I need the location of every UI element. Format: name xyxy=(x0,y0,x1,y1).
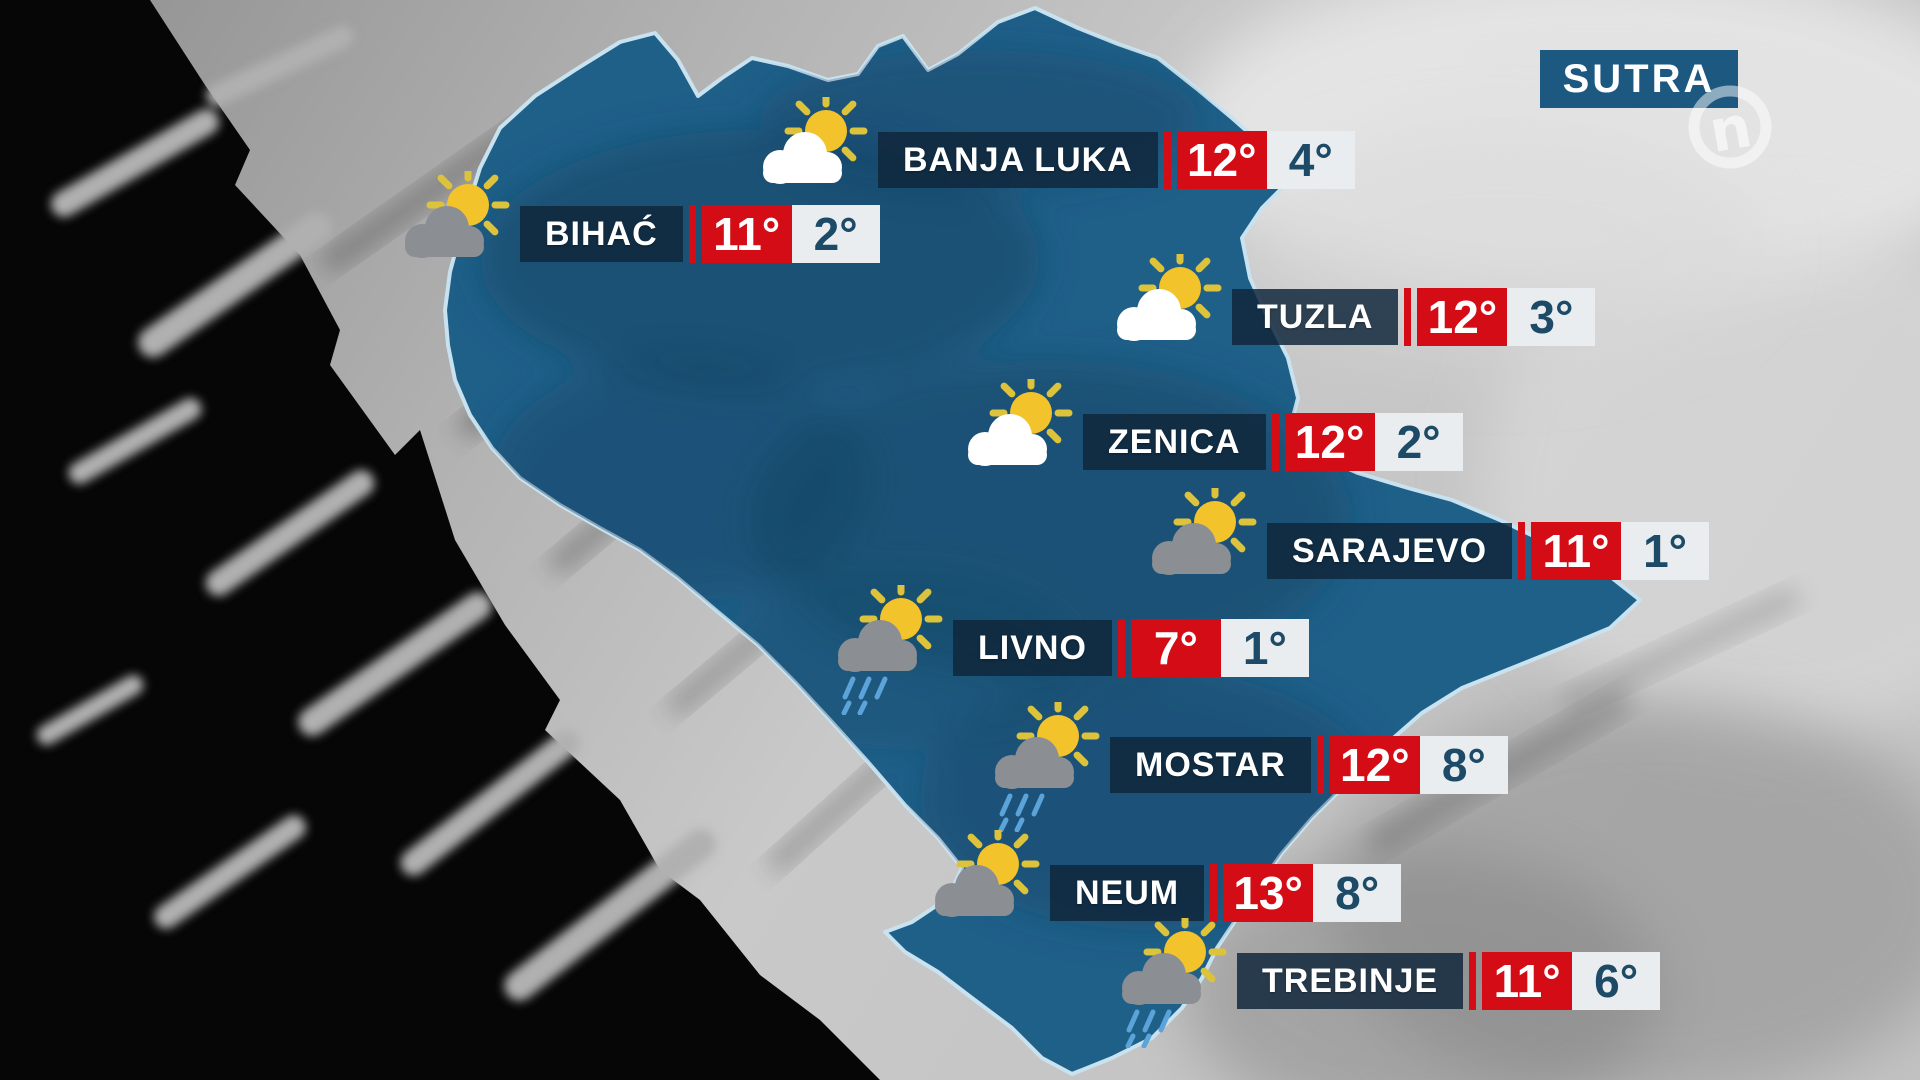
low-temp: 6° xyxy=(1572,952,1661,1010)
city-label: TREBINJE xyxy=(1237,953,1464,1009)
sea-area xyxy=(0,0,880,1080)
divider-stripe xyxy=(688,205,696,263)
high-temp: 7° xyxy=(1130,619,1221,677)
city-forecast-mostar: MOSTAR 12° 8° xyxy=(995,702,1508,832)
islands xyxy=(36,25,716,1001)
low-temp: 8° xyxy=(1419,736,1508,794)
low-temp: 1° xyxy=(1621,522,1710,580)
high-temp: 11° xyxy=(1482,952,1573,1010)
city-forecast-bihac: BIHAĆ 11° 2° xyxy=(405,171,880,263)
partly-cloudy-gray-icon xyxy=(1152,488,1257,575)
city-forecast-tuzla: TUZLA 12° 3° xyxy=(1117,254,1596,346)
city-label: MOSTAR xyxy=(1110,737,1311,793)
rain-sun-icon xyxy=(995,702,1100,832)
divider-stripe xyxy=(1518,522,1526,580)
low-temp: 3° xyxy=(1507,288,1596,346)
high-temp: 12° xyxy=(1329,736,1420,794)
day-label-badge: SUTRA xyxy=(1540,50,1738,108)
partly-cloudy-gray-icon xyxy=(935,830,1040,917)
city-label: BANJA LUKA xyxy=(878,132,1158,188)
city-label: BIHAĆ xyxy=(520,206,683,262)
city-forecast-banja-luka: BANJA LUKA 12° 4° xyxy=(763,97,1355,189)
high-temp: 12° xyxy=(1284,413,1375,471)
divider-stripe xyxy=(1271,413,1279,471)
low-temp: 4° xyxy=(1266,131,1355,189)
city-forecast-sarajevo: SARAJEVO 11° 1° xyxy=(1152,488,1710,580)
partly-cloudy-icon xyxy=(968,379,1073,466)
city-forecast-livno: LIVNO 7° 1° xyxy=(838,585,1309,715)
rain-sun-icon xyxy=(838,585,943,715)
partly-cloudy-icon xyxy=(1117,254,1222,341)
partly-cloudy-icon xyxy=(763,97,868,184)
low-temp: 8° xyxy=(1313,864,1402,922)
city-label: NEUM xyxy=(1050,865,1205,921)
divider-stripe xyxy=(1469,952,1477,1010)
city-label: SARAJEVO xyxy=(1267,523,1513,579)
divider-stripe xyxy=(1117,619,1125,677)
divider-stripe xyxy=(1163,131,1171,189)
city-forecast-neum: NEUM 13° 8° xyxy=(935,830,1402,922)
high-temp: 12° xyxy=(1417,288,1508,346)
high-temp: 11° xyxy=(1531,522,1622,580)
low-temp: 2° xyxy=(1374,413,1463,471)
city-forecast-trebinje: TREBINJE 11° 6° xyxy=(1122,918,1661,1048)
nova-tv-logo: n xyxy=(1688,85,1772,169)
divider-stripe xyxy=(1210,864,1218,922)
high-temp: 13° xyxy=(1223,864,1314,922)
divider-stripe xyxy=(1404,288,1412,346)
city-label: TUZLA xyxy=(1232,289,1399,345)
city-label: LIVNO xyxy=(953,620,1112,676)
rain-sun-icon xyxy=(1122,918,1227,1048)
city-label: ZENICA xyxy=(1083,414,1266,470)
low-temp: 1° xyxy=(1220,619,1309,677)
city-forecast-zenica: ZENICA 12° 2° xyxy=(968,379,1463,471)
high-temp: 11° xyxy=(701,205,792,263)
divider-stripe xyxy=(1316,736,1324,794)
partly-cloudy-gray-icon xyxy=(405,171,510,258)
low-temp: 2° xyxy=(791,205,880,263)
high-temp: 12° xyxy=(1176,131,1267,189)
